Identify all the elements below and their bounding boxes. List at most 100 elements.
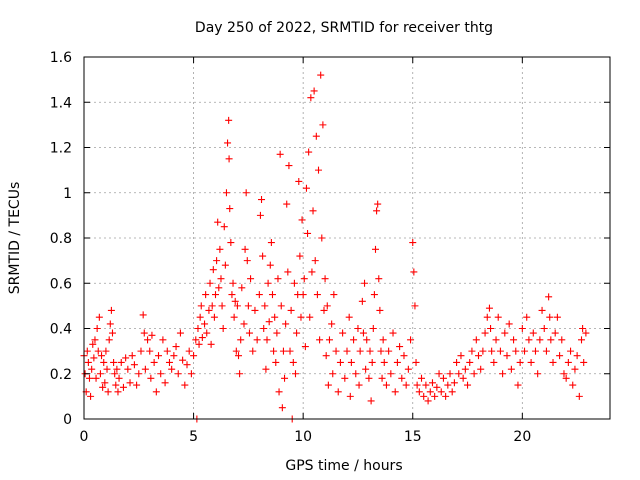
data-point — [477, 366, 484, 373]
data-point — [333, 348, 340, 355]
y-tick-label: 0.8 — [50, 231, 72, 247]
data-point — [381, 359, 388, 366]
data-point — [278, 302, 285, 309]
y-tick-label: 1.2 — [50, 141, 72, 157]
data-point — [367, 348, 374, 355]
data-point — [410, 268, 417, 275]
data-point — [536, 336, 543, 343]
x-tick-label: 20 — [513, 429, 531, 445]
chart-figure: Day 250 of 2022, SRMTID for receiver tht… — [0, 0, 640, 480]
data-point — [109, 330, 116, 337]
data-point — [173, 343, 180, 350]
data-point — [418, 375, 425, 382]
x-tick-label: 5 — [189, 429, 198, 445]
data-point — [361, 280, 368, 287]
data-point — [375, 275, 382, 282]
data-point — [453, 359, 460, 366]
y-tick-label: 1.4 — [50, 95, 72, 111]
data-point — [479, 348, 486, 355]
data-point — [227, 239, 234, 246]
data-point — [280, 348, 287, 355]
data-point — [290, 359, 297, 366]
data-point — [127, 379, 134, 386]
data-point — [371, 291, 378, 298]
data-point — [545, 293, 552, 300]
data-point — [302, 343, 309, 350]
data-point — [226, 205, 233, 212]
data-point — [567, 348, 574, 355]
data-point — [307, 94, 314, 101]
data-point — [579, 325, 586, 332]
data-point — [487, 325, 494, 332]
data-point — [328, 320, 335, 327]
data-point — [201, 320, 208, 327]
data-point — [329, 370, 336, 377]
data-point — [523, 314, 530, 321]
data-point — [495, 314, 502, 321]
data-point — [512, 348, 519, 355]
data-point — [497, 348, 504, 355]
data-point — [208, 341, 215, 348]
data-point — [303, 185, 310, 192]
data-point — [284, 268, 291, 275]
data-point — [87, 393, 94, 400]
data-point — [325, 382, 332, 389]
y-axis-label: SRMTID / TECUs — [7, 182, 23, 295]
data-point — [196, 341, 203, 348]
data-point — [359, 298, 366, 305]
data-point — [310, 207, 317, 214]
data-point — [574, 352, 581, 359]
data-point — [373, 207, 380, 214]
data-point — [299, 216, 306, 223]
data-point — [217, 275, 224, 282]
scatter-plot: Day 250 of 2022, SRMTID for receiver tht… — [0, 0, 640, 480]
data-point — [105, 388, 112, 395]
data-point — [88, 366, 95, 373]
data-point — [354, 325, 361, 332]
data-point — [137, 348, 144, 355]
data-point — [398, 375, 405, 382]
data-point — [304, 230, 311, 237]
data-point — [246, 330, 253, 337]
data-point — [95, 348, 102, 355]
y-tick-label: 1.6 — [50, 50, 72, 66]
y-tick-label: 0 — [63, 412, 72, 428]
data-point — [237, 336, 244, 343]
data-point — [223, 189, 230, 196]
data-point — [546, 314, 553, 321]
data-point — [319, 121, 326, 128]
data-point — [314, 291, 321, 298]
data-point — [486, 305, 493, 312]
data-point — [142, 366, 149, 373]
data-point — [93, 375, 100, 382]
data-point — [565, 359, 572, 366]
data-point — [272, 359, 279, 366]
data-point — [468, 348, 475, 355]
data-point — [312, 257, 319, 264]
data-point — [517, 359, 524, 366]
data-point — [214, 219, 221, 226]
data-point — [363, 336, 370, 343]
data-point — [297, 314, 304, 321]
data-point — [186, 348, 193, 355]
data-point — [162, 379, 169, 386]
data-point — [385, 348, 392, 355]
data-point — [466, 359, 473, 366]
data-point — [276, 388, 283, 395]
data-point — [473, 336, 480, 343]
data-point — [86, 375, 93, 382]
data-point — [306, 314, 313, 321]
data-point — [281, 375, 288, 382]
data-point — [106, 336, 113, 343]
y-tick-label: 1 — [63, 186, 72, 202]
data-point — [247, 275, 254, 282]
data-point — [135, 370, 142, 377]
data-point — [188, 370, 195, 377]
data-point — [226, 155, 233, 162]
data-point — [471, 370, 478, 377]
data-point — [326, 336, 333, 343]
data-point — [348, 359, 355, 366]
data-point — [335, 388, 342, 395]
y-tick-label: 0.2 — [50, 367, 72, 383]
x-tick-label: 15 — [404, 429, 422, 445]
